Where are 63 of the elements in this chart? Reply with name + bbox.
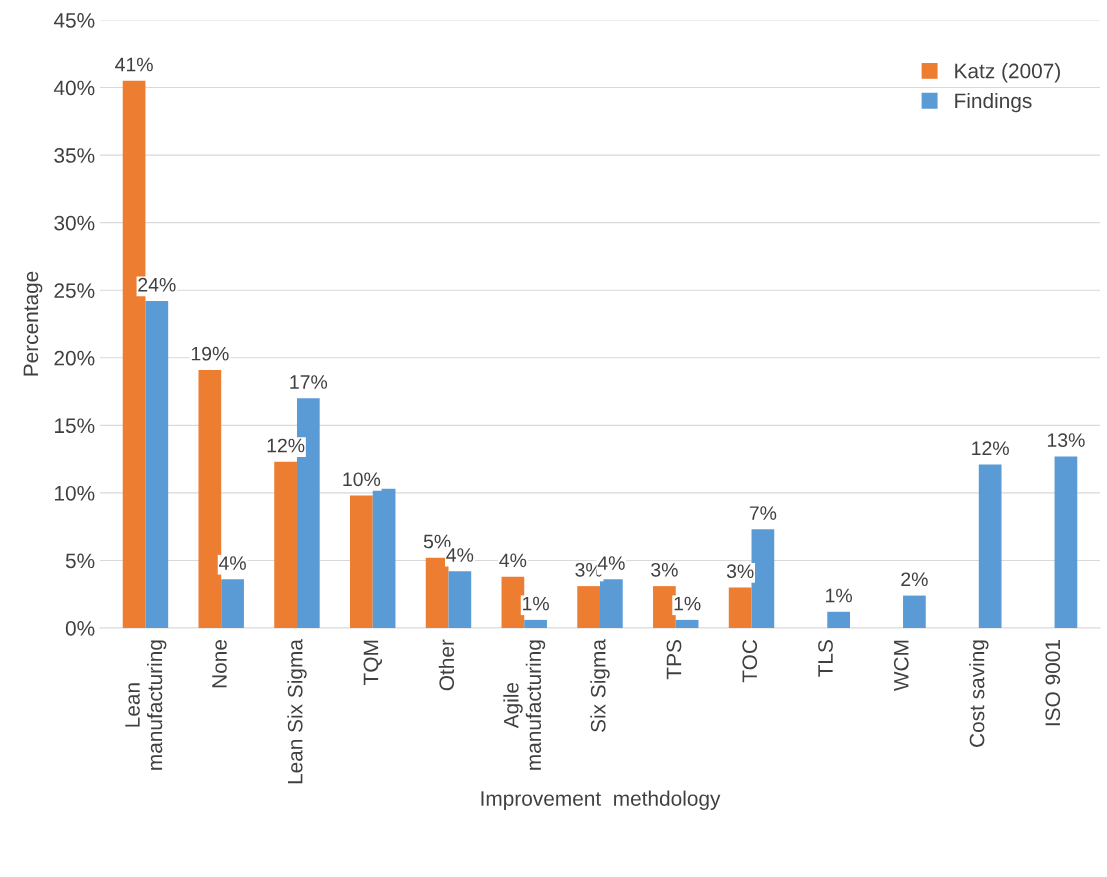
x-tick-label: None xyxy=(212,640,227,688)
data-label: 12% xyxy=(972,441,1009,456)
bar xyxy=(577,586,600,628)
x-tick-label: Agile manufacturing xyxy=(503,640,546,770)
data-label: 41% xyxy=(115,57,153,72)
data-label: 12% xyxy=(267,438,305,453)
data-label: 1% xyxy=(674,596,701,611)
data-label: 3% xyxy=(726,564,754,579)
y-tick-label: 5% xyxy=(65,553,95,569)
y-tick-label: 30% xyxy=(54,215,95,231)
x-tick-label: Lean Six Sigma xyxy=(287,639,307,784)
bar xyxy=(978,464,1002,628)
data-label: 3% xyxy=(651,562,678,577)
data-label: 10% xyxy=(343,472,381,487)
y-tick-label: 40% xyxy=(53,80,95,96)
x-tick-label: TQM xyxy=(363,640,383,685)
data-label: 1% xyxy=(826,588,852,603)
bar xyxy=(350,495,373,628)
data-label: 1% xyxy=(523,596,549,611)
y-tick-label: 45% xyxy=(53,13,95,28)
y-tick-label: 0% xyxy=(65,621,95,636)
legend-label: Findings xyxy=(955,92,1032,113)
legend-label: Katz (2007) xyxy=(955,63,1060,83)
data-label: 4% xyxy=(499,553,527,568)
x-tick-label: WCM xyxy=(893,640,909,692)
data-label: 24% xyxy=(138,277,176,292)
bar xyxy=(600,579,623,628)
y-tick-label: 15% xyxy=(55,418,95,434)
bar xyxy=(448,571,472,628)
bar xyxy=(501,576,525,628)
y-tick-label: 20% xyxy=(54,350,95,366)
bar xyxy=(1054,456,1078,628)
data-label: 4% xyxy=(218,556,246,570)
x-tick-label: Lean manufacturing xyxy=(125,640,167,770)
data-label: 13% xyxy=(1047,433,1085,448)
x-tick-label: ISO 9001 xyxy=(1045,640,1061,726)
bar xyxy=(903,595,926,628)
data-label: 17% xyxy=(290,375,328,389)
data-label: 2% xyxy=(901,572,928,587)
data-label: 4% xyxy=(446,548,474,562)
bar xyxy=(675,619,699,628)
bar xyxy=(524,619,547,628)
y-tick-label: 35% xyxy=(54,148,95,163)
bar xyxy=(221,579,244,628)
data-label: 19% xyxy=(191,346,229,361)
bar xyxy=(728,587,752,628)
x-tick-label: TOC xyxy=(742,639,758,683)
x-tick-label: Six Sigma xyxy=(590,639,610,732)
bar xyxy=(653,586,676,628)
x-axis-title: Improvement methdology xyxy=(481,790,721,810)
x-tick-label: TLS xyxy=(818,640,833,677)
x-tick-label: Cost saving xyxy=(969,640,989,747)
x-tick-label: TPS xyxy=(666,640,682,680)
y-axis-title: Percentage xyxy=(23,271,43,376)
data-label: 5% xyxy=(423,534,451,549)
x-tick-label: Other xyxy=(438,639,455,691)
data-label: 7% xyxy=(749,506,777,520)
y-tick-label: 10% xyxy=(55,485,95,501)
bar xyxy=(827,611,850,628)
bar xyxy=(274,461,297,628)
bar xyxy=(372,488,396,628)
bar xyxy=(145,301,169,628)
y-tick-label: 25% xyxy=(54,283,95,298)
